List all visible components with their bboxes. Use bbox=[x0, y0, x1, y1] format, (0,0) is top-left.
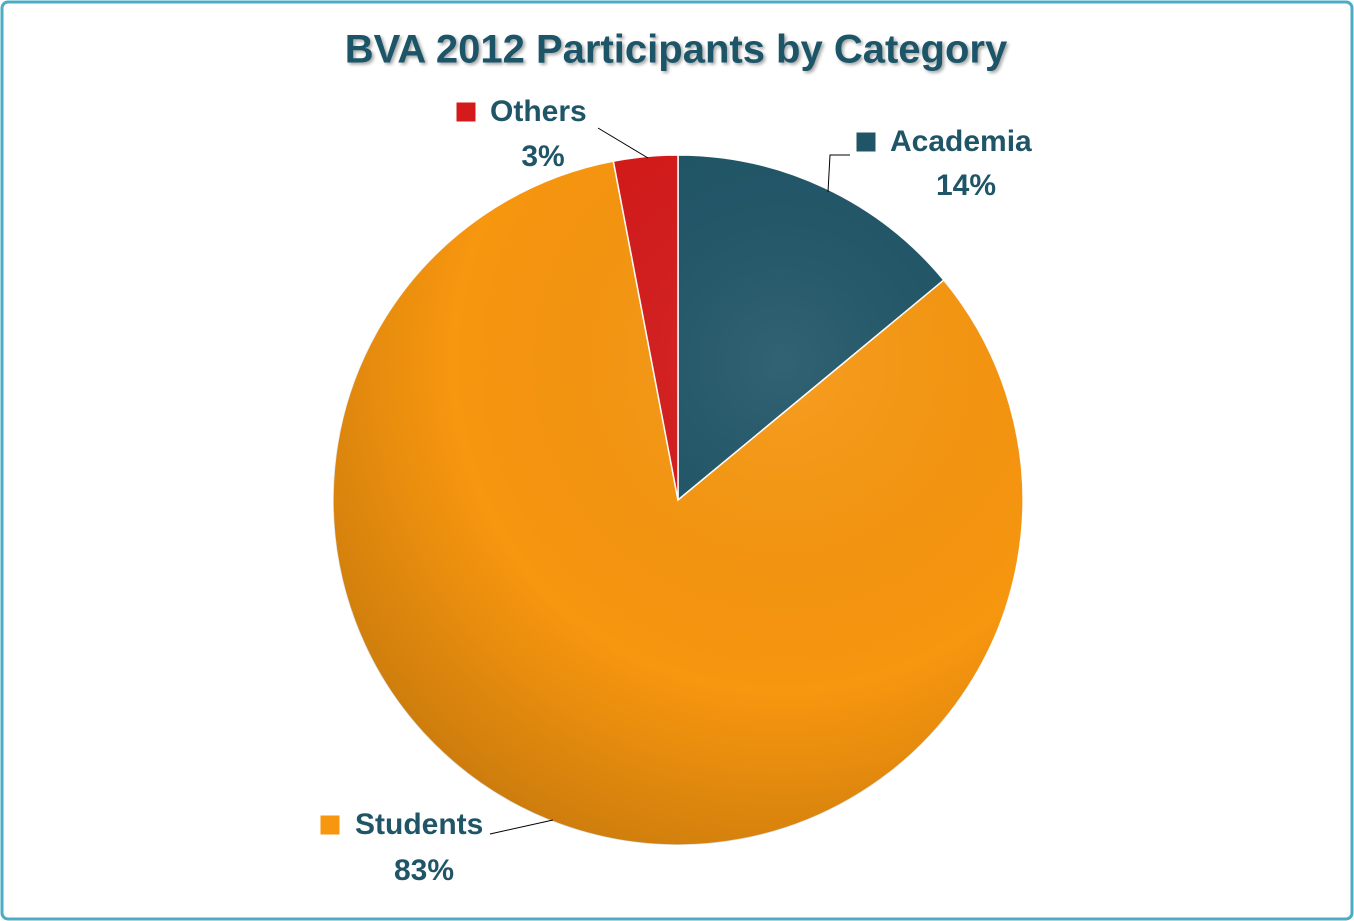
legend-marker bbox=[319, 814, 341, 836]
value-label: 14% bbox=[936, 169, 996, 202]
category-label: Students bbox=[355, 808, 483, 841]
value-label: 83% bbox=[394, 854, 454, 887]
category-label: Others bbox=[490, 95, 587, 128]
legend-marker bbox=[455, 101, 477, 123]
category-label: Academia bbox=[890, 125, 1032, 158]
leader-line bbox=[827, 154, 850, 193]
leader-line bbox=[597, 127, 649, 159]
legend-marker bbox=[855, 131, 877, 153]
chart-title: BVA 2012 Participants by Category bbox=[345, 28, 1008, 72]
leader-line bbox=[489, 819, 554, 835]
value-label: 3% bbox=[521, 140, 564, 173]
